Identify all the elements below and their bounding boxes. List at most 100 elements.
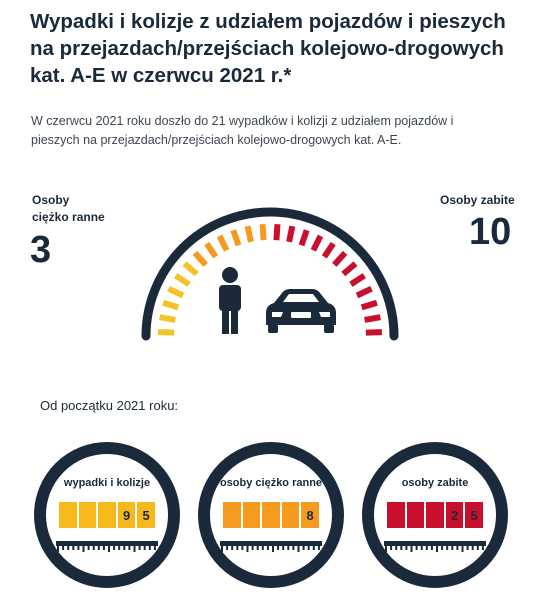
counter-label: osoby zabite bbox=[401, 477, 469, 489]
ruler-tick bbox=[148, 546, 151, 550]
digit-cell bbox=[98, 502, 116, 528]
gauge-tick bbox=[321, 241, 336, 259]
gauge-tick bbox=[365, 329, 382, 336]
title-line-3: kat. A-E w czerwcu 2021 r.* bbox=[30, 64, 292, 87]
ruler-tick bbox=[231, 546, 234, 550]
ruler-bar bbox=[56, 541, 158, 546]
counter-killed: osoby zabite 2 5 bbox=[360, 440, 510, 590]
ruler-tick bbox=[461, 546, 464, 552]
gauge-tick bbox=[286, 225, 296, 243]
counter-label: osoby ciężko ranne bbox=[219, 477, 323, 489]
digit-cell bbox=[242, 502, 261, 528]
digit-cell bbox=[78, 502, 97, 528]
intro-text: W czerwcu 2021 roku doszło do 21 wypadkó… bbox=[31, 112, 511, 150]
ruler-tick bbox=[390, 546, 393, 550]
digit-cell bbox=[387, 502, 405, 528]
ruler-tick bbox=[97, 546, 100, 550]
digit-cell: 8 bbox=[301, 502, 319, 528]
ruler-tick bbox=[62, 546, 65, 550]
ruler-tick bbox=[400, 546, 403, 550]
ruler-tick bbox=[405, 546, 408, 550]
gauge bbox=[141, 207, 399, 341]
ruler-tick bbox=[476, 546, 479, 550]
ruler-tick bbox=[481, 546, 484, 550]
digit-cell bbox=[223, 502, 241, 528]
gauge-tick bbox=[332, 250, 348, 267]
ruler-tick bbox=[123, 546, 126, 550]
ruler-tick bbox=[451, 546, 454, 550]
ruler-tick bbox=[430, 546, 433, 550]
person-icon bbox=[219, 267, 241, 334]
gauge-tick bbox=[158, 329, 175, 336]
ruler-bar bbox=[384, 541, 486, 546]
ruler-tick bbox=[292, 546, 295, 550]
gauge-tick bbox=[349, 273, 366, 287]
gauge-tick bbox=[298, 229, 310, 247]
ruler-tick bbox=[128, 546, 131, 550]
ruler-tick bbox=[153, 546, 156, 550]
ruler-tick bbox=[82, 546, 85, 552]
gauge-outer-arc bbox=[141, 207, 399, 341]
digit-cell: 9 bbox=[117, 502, 136, 528]
digit-cell: 5 bbox=[137, 502, 155, 528]
ruler-bar bbox=[220, 541, 322, 546]
since-year-label: Od początku 2021 roku: bbox=[40, 398, 179, 413]
gauge-tick bbox=[273, 223, 281, 241]
ruler-tick bbox=[297, 546, 300, 552]
ruler-tick bbox=[133, 546, 136, 552]
ruler-tick bbox=[436, 546, 438, 552]
page-title: Wypadki i kolizje z udziałem pojazdów i … bbox=[30, 8, 530, 89]
ruler-tick bbox=[261, 546, 264, 550]
counter-digits: 8 bbox=[223, 502, 319, 528]
gauge-tick bbox=[162, 299, 180, 311]
counter-accidents: wypadki i kolizje 9 5 bbox=[32, 440, 182, 590]
ruler-tick bbox=[138, 546, 141, 550]
ruler-tick bbox=[72, 546, 75, 550]
ruler-tick bbox=[77, 546, 80, 550]
ruler-tick bbox=[441, 546, 444, 550]
ruler-tick bbox=[317, 546, 320, 550]
ruler-tick bbox=[266, 546, 269, 550]
ruler-tick bbox=[307, 546, 310, 550]
ruler-tick bbox=[87, 546, 90, 550]
ruler-tick bbox=[385, 546, 387, 552]
gauge-tick bbox=[360, 299, 378, 311]
ruler-tick bbox=[410, 546, 413, 552]
ruler-tick bbox=[118, 546, 121, 550]
ruler-tick bbox=[102, 546, 105, 550]
ruler-tick bbox=[466, 546, 469, 550]
title-line-1: Wypadki i kolizje z udziałem pojazdów i … bbox=[30, 10, 506, 33]
digit-cell bbox=[59, 502, 77, 528]
gauge-tick bbox=[355, 285, 373, 299]
ruler-tick bbox=[236, 546, 239, 550]
injured-label: Osoby ciężko ranne bbox=[32, 192, 105, 226]
title-line-2: na przejazdach/przejściach kolejowo-drog… bbox=[30, 37, 504, 60]
digit-cell bbox=[406, 502, 425, 528]
gauge-tick bbox=[182, 261, 199, 277]
ruler-tick bbox=[456, 546, 459, 550]
ruler-tick bbox=[425, 546, 428, 550]
intro-line-1: W czerwcu 2021 roku doszło do 21 wypadkó… bbox=[31, 114, 454, 128]
gauge-tick bbox=[310, 234, 324, 252]
ruler-tick bbox=[57, 546, 59, 552]
ruler-tick bbox=[226, 546, 229, 550]
gauge-tick bbox=[216, 234, 230, 252]
counter-digits: 9 5 bbox=[59, 502, 155, 528]
ruler-tick bbox=[420, 546, 423, 550]
injured-value: 3 bbox=[30, 229, 52, 271]
ruler-tick bbox=[92, 546, 95, 550]
ruler-tick bbox=[471, 546, 474, 550]
ruler-tick bbox=[395, 546, 398, 550]
ruler-tick bbox=[246, 546, 249, 552]
killed-value: 10 bbox=[469, 211, 512, 253]
ruler-tick bbox=[108, 546, 110, 552]
ruler-tick bbox=[256, 546, 259, 550]
ruler-tick bbox=[446, 546, 449, 550]
digit-cell bbox=[281, 502, 300, 528]
gauge-tick bbox=[244, 225, 254, 243]
ruler-tick bbox=[272, 546, 274, 552]
digit-cell bbox=[262, 502, 280, 528]
ruler-tick bbox=[221, 546, 223, 552]
gauge-tick bbox=[259, 223, 267, 241]
digit-cell: 5 bbox=[465, 502, 483, 528]
